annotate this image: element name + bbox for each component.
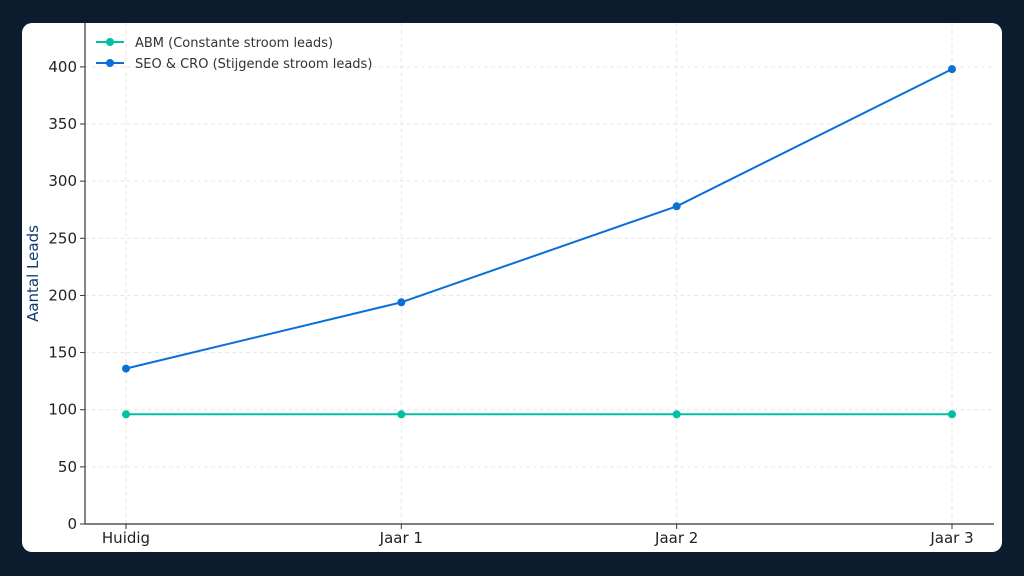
data-point xyxy=(948,410,956,419)
y-axis-label: Aantal Leads xyxy=(24,225,42,322)
x-tick-label: Jaar 2 xyxy=(654,529,698,547)
data-point xyxy=(397,410,406,419)
y-tick-label: 350 xyxy=(48,115,77,133)
y-tick-label: 200 xyxy=(48,286,77,304)
data-point xyxy=(672,410,681,419)
y-tick-label: 300 xyxy=(48,172,77,190)
line-chart: 0 50 100 150 200 250 300 350 400 Huidig Jaar 1 Jaa… xyxy=(24,23,994,547)
y-tick-label: 0 xyxy=(67,515,77,533)
x-tick-label: Huidig xyxy=(102,529,150,547)
y-tick-label: 250 xyxy=(48,229,77,247)
series-group xyxy=(122,65,956,419)
y-tick-label: 50 xyxy=(58,458,77,476)
legend-swatch-marker xyxy=(106,59,114,67)
axes xyxy=(84,23,994,525)
x-axis-ticks: Huidig Jaar 1 Jaar 2 Jaar 3 xyxy=(102,524,974,547)
legend-entry: ABM (Constante stroom leads) xyxy=(135,36,333,51)
y-tick-label: 100 xyxy=(48,401,77,419)
legend: ABM (Constante stroom leads) SEO & CRO (S… xyxy=(96,36,372,72)
legend-entry: SEO & CRO (Stijgende stroom leads) xyxy=(135,57,372,72)
y-tick-label: 150 xyxy=(48,344,77,362)
data-point xyxy=(948,65,956,74)
series-line-1 xyxy=(125,68,953,370)
data-point xyxy=(122,364,130,373)
x-tick-label: Jaar 3 xyxy=(929,529,973,547)
y-tick-label: 400 xyxy=(48,58,77,76)
data-point xyxy=(672,202,681,211)
data-point xyxy=(397,298,406,307)
legend-swatch-marker xyxy=(106,38,114,46)
y-axis-ticks: 0 50 100 150 200 250 300 350 400 xyxy=(48,58,85,533)
x-tick-label: Jaar 1 xyxy=(379,529,423,547)
grid-lines xyxy=(85,23,994,525)
chart-card: 0 50 100 150 200 250 300 350 400 Huidig Jaar 1 Jaa… xyxy=(22,23,1002,552)
data-point xyxy=(122,410,130,419)
